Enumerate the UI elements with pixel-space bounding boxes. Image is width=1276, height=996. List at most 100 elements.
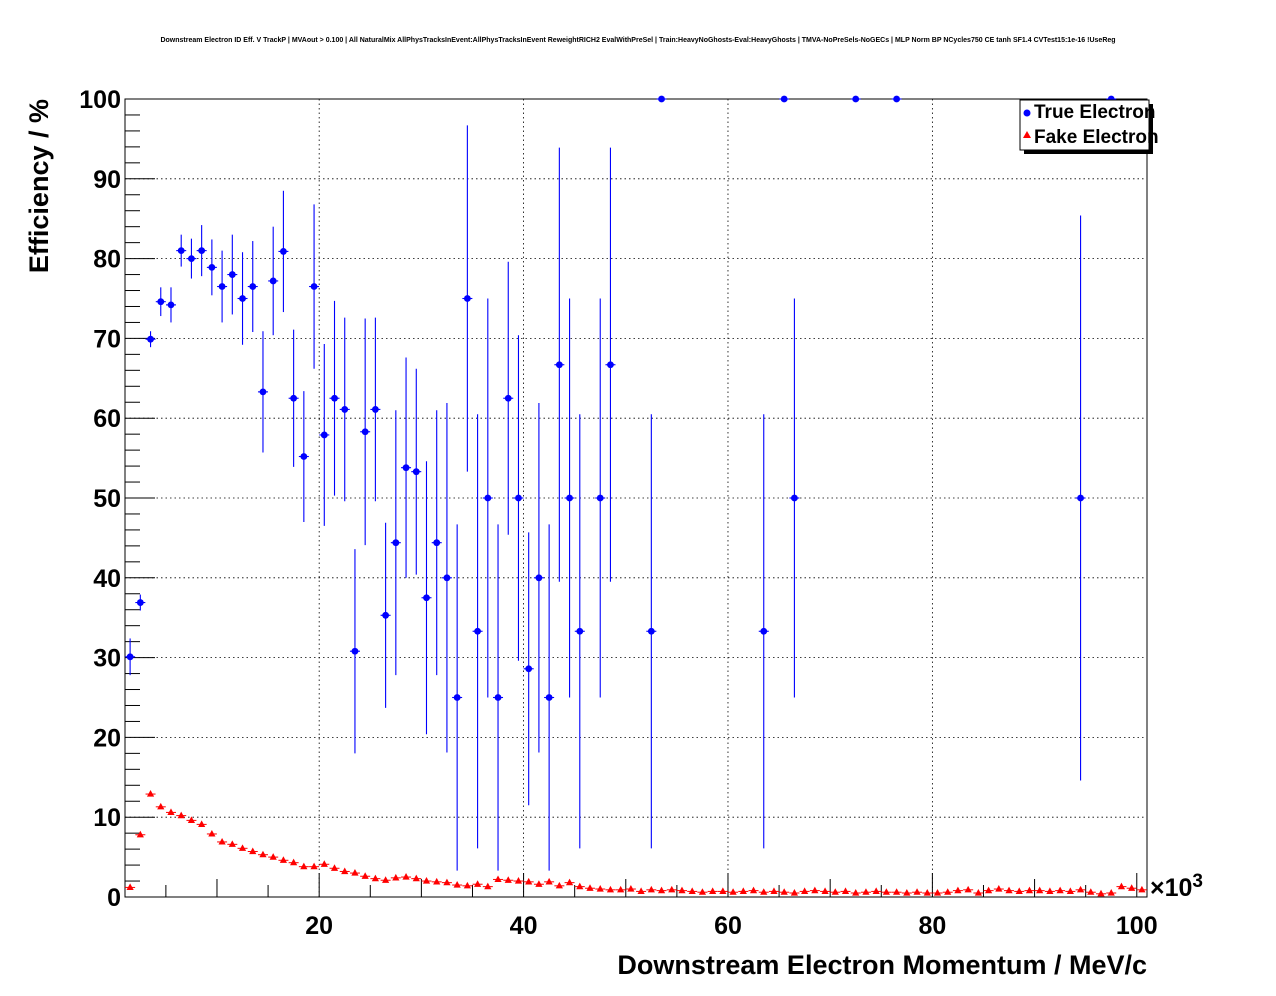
axis-ticks xyxy=(125,98,1138,898)
y-tick-label: 100 xyxy=(79,86,121,114)
fake-electron-point xyxy=(595,885,606,892)
true-electron-marker xyxy=(545,694,553,701)
fake-electron-point xyxy=(462,881,473,889)
true-electron-marker xyxy=(259,388,267,396)
fake-electron-point xyxy=(636,887,647,895)
fake-electron-marker xyxy=(944,888,952,895)
fake-electron-point xyxy=(901,889,912,896)
true-electron-marker xyxy=(504,394,512,402)
fake-electron-point xyxy=(1136,885,1147,893)
true-electron-point xyxy=(186,238,197,279)
true-electron-point xyxy=(390,410,401,676)
fake-electron-point xyxy=(1055,886,1066,894)
fake-electron-point xyxy=(1085,888,1096,895)
y-tick-label: 20 xyxy=(93,724,121,752)
fake-electron-point xyxy=(145,790,156,797)
fake-electron-point xyxy=(891,888,902,895)
fake-electron-marker xyxy=(453,881,461,888)
true-electron-point xyxy=(339,317,350,502)
fake-electron-marker xyxy=(126,883,134,891)
fake-electron-marker xyxy=(412,874,420,882)
fake-electron-marker xyxy=(1056,886,1064,894)
fake-electron-marker xyxy=(954,886,962,894)
fake-electron-point xyxy=(1004,886,1015,894)
true-electron-marker xyxy=(249,283,257,290)
fake-electron-marker xyxy=(1097,889,1105,897)
fake-electron-marker xyxy=(310,862,318,870)
fake-electron-marker xyxy=(228,840,236,847)
true-electron-marker xyxy=(208,263,216,271)
fake-electron-point xyxy=(257,850,268,858)
true-electron-marker xyxy=(361,428,369,436)
fake-electron-marker xyxy=(698,888,707,895)
fake-electron-marker xyxy=(1076,885,1085,893)
fake-electron-point xyxy=(809,886,820,894)
fake-electron-point xyxy=(503,876,514,883)
fake-electron-point xyxy=(125,883,136,891)
legend: True Electron Fake Electron xyxy=(1019,99,1159,154)
fake-electron-marker xyxy=(586,884,594,891)
fake-electron-marker xyxy=(576,882,584,890)
true-electron-marker xyxy=(1077,494,1084,502)
true-electron-point xyxy=(472,414,483,849)
true-electron-point xyxy=(125,638,136,676)
fake-electron-marker xyxy=(862,888,870,895)
fake-electron-point xyxy=(370,874,381,882)
fake-electron-point xyxy=(605,885,616,893)
fake-electron-marker xyxy=(821,887,829,895)
true-electron-marker xyxy=(453,694,461,701)
true-electron-marker xyxy=(382,611,390,619)
fake-electron-marker xyxy=(1107,889,1115,896)
legend-fake-electron-label: Fake Electron xyxy=(1034,127,1159,148)
true-electron-marker xyxy=(300,453,308,460)
fake-electron-marker xyxy=(688,887,696,895)
fake-electron-point xyxy=(135,830,146,838)
fake-electron-marker xyxy=(596,885,604,892)
fake-electron-point xyxy=(952,886,963,894)
true-electron-marker xyxy=(371,406,379,413)
fake-electron-point xyxy=(268,853,279,860)
fake-electron-marker xyxy=(351,869,359,876)
fake-electron-point xyxy=(155,802,166,810)
true-electron-point xyxy=(349,549,360,754)
true-electron-marker xyxy=(647,627,655,635)
fake-electron-point xyxy=(932,889,943,896)
fake-electron-point xyxy=(411,874,422,882)
true-electron-point xyxy=(779,95,790,103)
x-tick-label: 20 xyxy=(305,912,333,940)
true-electron-point xyxy=(145,331,156,348)
fake-electron-marker xyxy=(238,844,247,851)
fake-electron-point xyxy=(840,887,851,895)
fake-electron-marker xyxy=(187,816,196,823)
fake-electron-marker xyxy=(749,886,758,894)
fake-electron-point xyxy=(625,885,636,892)
true-electron-marker xyxy=(147,335,154,343)
fake-electron-point xyxy=(881,888,892,895)
fake-electron-point xyxy=(176,811,187,819)
true-electron-marker xyxy=(412,468,420,476)
true-electron-point xyxy=(891,95,902,103)
fake-electron-marker xyxy=(514,877,523,884)
fake-electron-marker xyxy=(473,880,482,887)
true-electron-point xyxy=(370,317,381,502)
true-electron-marker xyxy=(239,295,246,302)
true-electron-point xyxy=(360,318,371,546)
y-axis-title: Efficiency / % xyxy=(24,99,54,273)
fake-electron-point xyxy=(360,872,371,879)
fake-electron-marker xyxy=(606,885,615,893)
fake-electron-marker xyxy=(1005,886,1013,894)
true-electron-marker xyxy=(167,301,175,309)
fake-electron-marker xyxy=(218,837,226,845)
true-electron-marker xyxy=(341,406,349,413)
true-electron-point xyxy=(646,414,657,849)
fake-electron-point xyxy=(564,878,575,886)
fake-electron-marker xyxy=(535,880,543,887)
fake-electron-point xyxy=(789,889,800,896)
fake-electron-point xyxy=(942,888,953,895)
fake-electron-point xyxy=(820,887,831,895)
fake-electron-point xyxy=(676,886,687,894)
true-electron-marker xyxy=(177,247,185,255)
fake-electron-point xyxy=(227,840,238,847)
y-tick-label: 0 xyxy=(107,884,121,912)
true-electron-marker xyxy=(280,248,287,255)
